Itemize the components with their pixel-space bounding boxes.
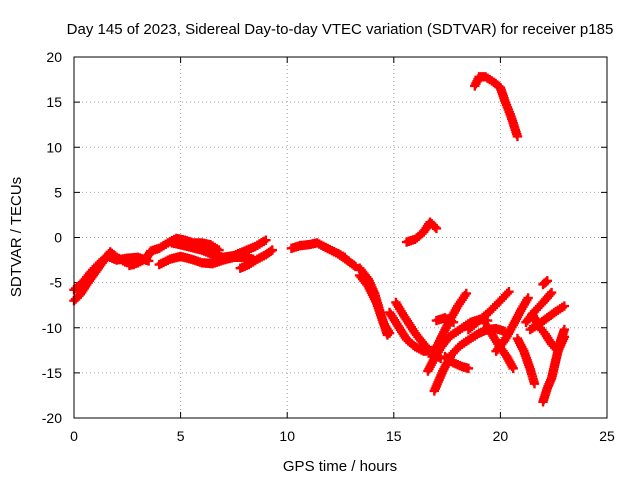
x-axis-label: GPS time / hours	[283, 458, 397, 475]
data-points	[69, 72, 570, 407]
y-tick-label: -20	[42, 410, 62, 426]
y-tick-label: 10	[46, 139, 62, 155]
x-tick-label: 5	[177, 428, 185, 444]
x-tick-label: 20	[493, 428, 509, 444]
plot-frame	[73, 56, 608, 419]
axis-ticks: 0 5 10 15 20 25 -20 -15 -10 -5 0 5 10 15 20	[42, 49, 615, 444]
data-point	[461, 288, 471, 299]
data-point	[529, 379, 540, 389]
series-arc-6	[235, 245, 277, 273]
chart-title: Day 145 of 2023, Sidereal Day-to-day VTE…	[67, 21, 614, 38]
data-point	[559, 324, 570, 335]
data-point	[384, 328, 395, 338]
data-point	[431, 223, 442, 234]
series-arc-18	[431, 313, 459, 328]
data-point	[463, 363, 474, 374]
y-tick-label: -15	[42, 365, 62, 381]
grid	[74, 57, 607, 418]
x-tick-label: 0	[70, 428, 78, 444]
data-point	[559, 301, 570, 311]
y-tick-label: -5	[50, 275, 63, 291]
y-tick-label: -10	[42, 320, 62, 336]
data-point	[267, 245, 277, 255]
series-arc-3	[124, 233, 224, 271]
x-tick-label: 10	[279, 428, 295, 444]
data-point	[261, 235, 271, 245]
x-tick-label: 15	[386, 428, 402, 444]
y-axis-label: SDTVAR / TECUs	[8, 177, 25, 297]
series-arc-17	[440, 351, 474, 374]
y-tick-label: 15	[46, 94, 62, 110]
series-arc-8	[333, 249, 361, 272]
series-arc-28	[538, 276, 553, 290]
y-tick-label: 5	[54, 184, 62, 200]
data-point	[448, 317, 459, 328]
series-arc-21	[482, 321, 518, 374]
data-point	[523, 293, 533, 303]
series-arc-19	[463, 286, 514, 335]
data-point	[512, 131, 523, 142]
y-tick-label: 20	[46, 49, 62, 65]
series-arc-20	[470, 72, 523, 142]
data-point	[542, 276, 553, 286]
series-arc-27	[538, 324, 570, 407]
series-arc-10	[354, 270, 395, 338]
series-arc-23	[512, 333, 540, 389]
data-point	[504, 286, 514, 297]
y-tick-label: 0	[54, 230, 62, 246]
series-arc-13	[401, 217, 442, 247]
series-arc-5	[167, 235, 271, 263]
series-arc-22	[491, 293, 533, 356]
data-point	[508, 363, 518, 374]
data-point	[546, 287, 557, 298]
x-tick-label: 25	[599, 428, 615, 444]
series-arc-26	[525, 301, 570, 335]
